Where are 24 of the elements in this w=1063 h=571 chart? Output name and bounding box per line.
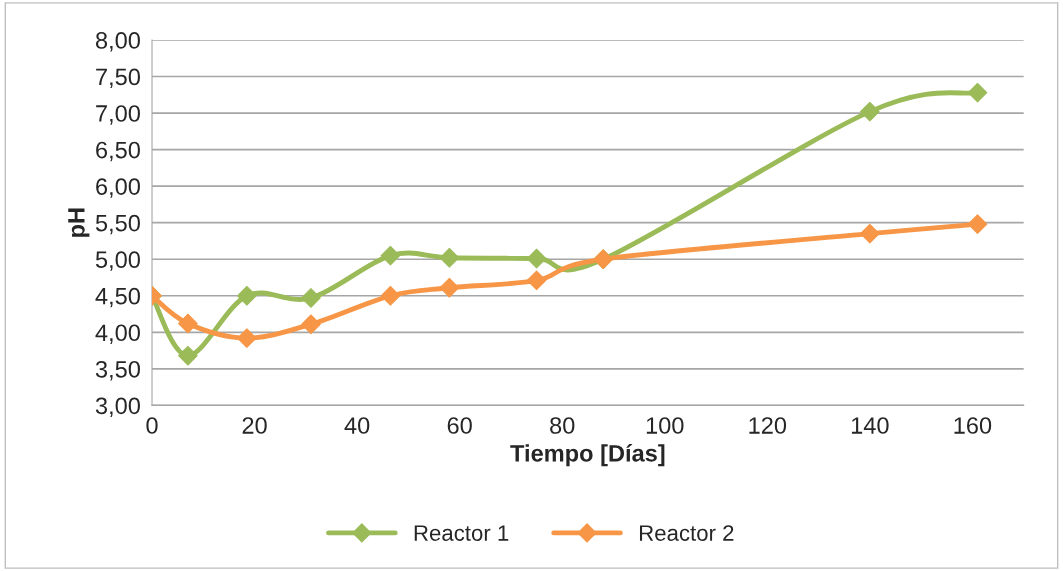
x-tick-label: 120 — [749, 417, 787, 434]
x-tick-label: 0 — [146, 417, 158, 434]
y-tick-label: 5,50 — [95, 214, 140, 235]
y-tick-label: 6,50 — [96, 141, 140, 162]
y-tick-label: 7,50 — [96, 68, 140, 89]
x-tick-label: 140 — [851, 417, 889, 434]
x-axis-title: Tiempo [Días] — [510, 444, 665, 467]
y-tick-label: 6,00 — [96, 178, 140, 198]
legend-label: Reactor 2 — [639, 525, 734, 541]
y-axis-title: pH — [68, 208, 90, 237]
y-tick-label: 8,00 — [95, 32, 140, 52]
y-tick-label: 3,00 — [95, 397, 140, 417]
x-tick-label: 160 — [954, 417, 992, 434]
legend-label: Reactor 1 — [414, 525, 509, 541]
x-tick-label: 80 — [550, 417, 575, 434]
y-tick-label: 7,00 — [96, 105, 140, 125]
y-tick-label: 4,00 — [95, 324, 140, 344]
y-tick-label: 5,00 — [95, 251, 140, 271]
x-tick-label: 20 — [242, 417, 267, 434]
y-tick-label: 3,50 — [95, 360, 140, 381]
x-tick-label: 100 — [646, 417, 684, 434]
y-tick-label: 4,50 — [95, 287, 140, 308]
x-tick-label: 40 — [344, 417, 370, 434]
x-tick-label: 60 — [447, 417, 472, 434]
